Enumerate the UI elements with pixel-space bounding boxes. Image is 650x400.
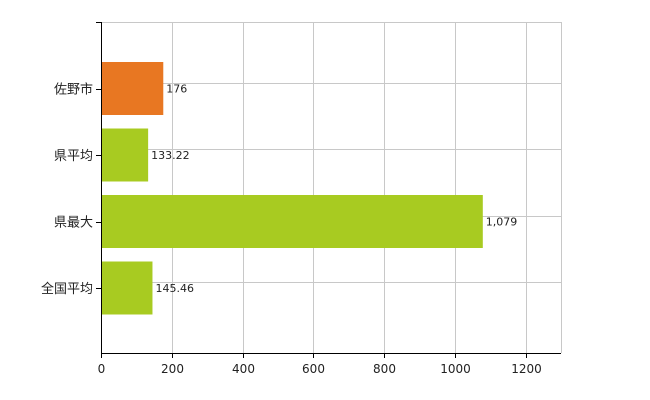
data-label-3: 145.46 [155,282,194,295]
category-label-1: 県平均 [54,149,93,164]
x-tick-label-200: 200 [161,362,184,376]
x-tick-label-0: 0 [98,362,106,376]
x-tick-label-800: 800 [373,362,396,376]
category-label-0: 佐野市 [54,82,93,98]
bar-1 [102,128,149,182]
x-tick-label-400: 400 [232,362,255,376]
x-tick-label-1200: 1200 [511,362,542,376]
bars [102,62,483,315]
bar-3 [102,261,153,315]
category-label-3: 全国平均 [41,281,93,297]
gridlines [101,22,562,353]
x-tick-label-600: 600 [302,362,325,376]
x-tick-label-1000: 1000 [440,362,471,376]
data-label-1: 133.22 [151,149,190,162]
axes [96,22,561,358]
bar-0 [102,62,164,115]
data-label-2: 1,079 [486,216,518,229]
bar-2 [102,195,483,248]
labels: 176 佐野市 133.22 県平均 1,079 県最大 145.46 全国平均 0 200 400… [41,82,542,377]
category-label-2: 県最大 [54,216,93,231]
data-label-0: 176 [166,83,187,96]
